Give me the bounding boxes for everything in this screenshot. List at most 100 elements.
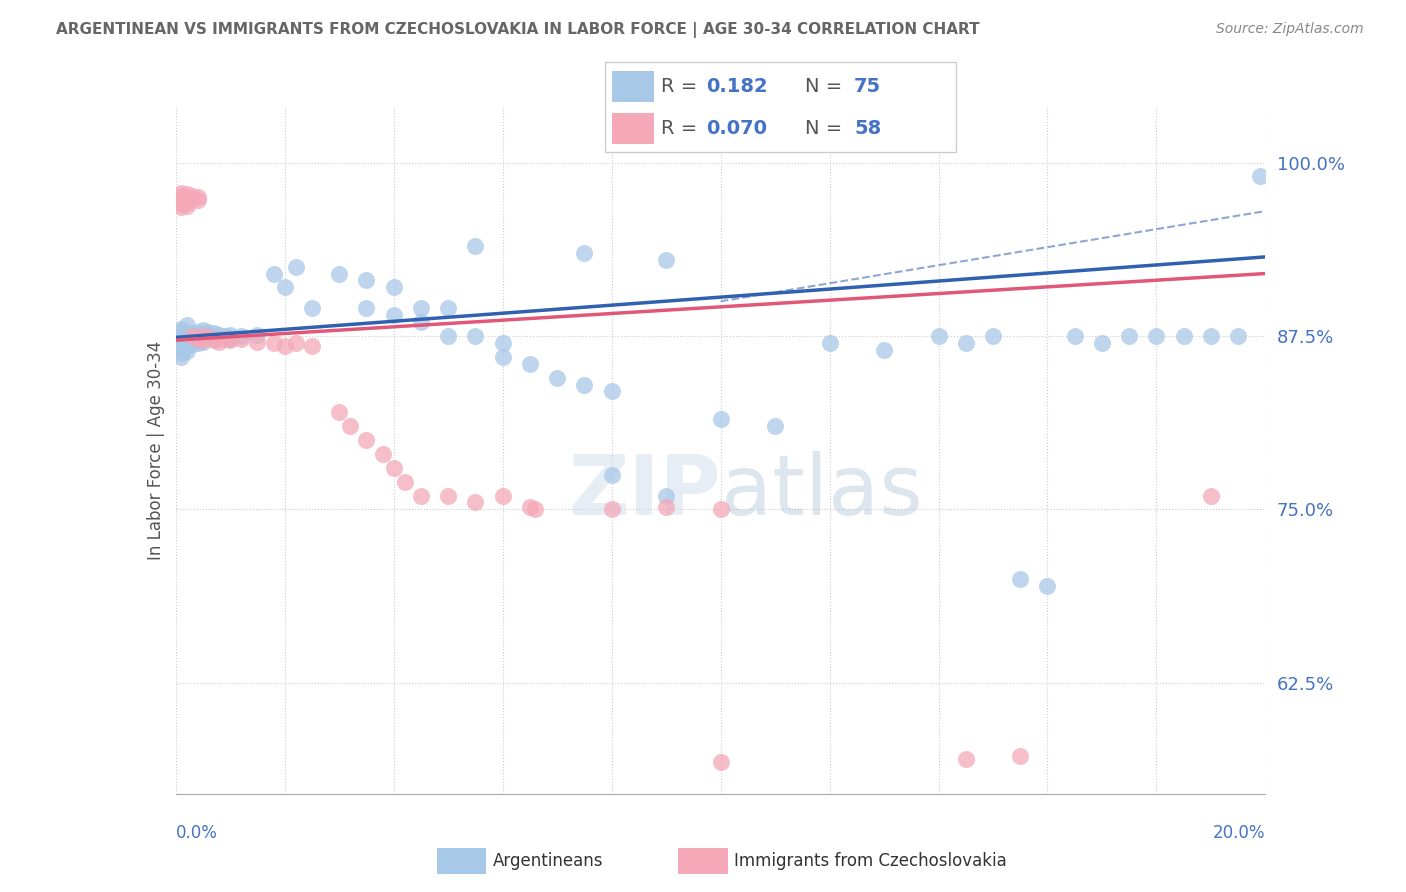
Point: [214, 329, 236, 343]
Point: [382, 308, 405, 322]
Point: [301, 301, 323, 316]
Text: Source: ZipAtlas.com: Source: ZipAtlas.com: [1216, 22, 1364, 37]
Point: [214, 332, 236, 346]
Point: [437, 329, 460, 343]
Point: [710, 502, 733, 516]
Point: [191, 333, 214, 347]
Point: [519, 500, 541, 514]
Point: [1063, 329, 1085, 343]
Point: [170, 194, 193, 209]
Point: [928, 329, 950, 343]
Point: [328, 267, 350, 281]
Point: [655, 500, 678, 514]
Point: [763, 419, 786, 434]
Point: [202, 333, 225, 347]
Point: [170, 322, 193, 336]
Point: [176, 330, 198, 344]
Point: [818, 335, 841, 350]
Point: [574, 377, 596, 392]
Point: [328, 405, 350, 419]
Point: [202, 332, 225, 346]
Point: [492, 335, 515, 350]
Point: [1118, 329, 1140, 343]
Point: [710, 755, 733, 769]
FancyBboxPatch shape: [437, 848, 486, 873]
Point: [191, 334, 214, 349]
Point: [464, 495, 486, 509]
Point: [492, 350, 515, 364]
Text: R =: R =: [661, 119, 703, 138]
Point: [176, 198, 198, 212]
Point: [1173, 329, 1195, 343]
Point: [181, 192, 204, 206]
Text: N =: N =: [804, 77, 848, 96]
Point: [382, 460, 405, 475]
Point: [186, 325, 209, 339]
Point: [356, 433, 378, 447]
Point: [1227, 329, 1250, 343]
Text: 0.070: 0.070: [707, 119, 768, 138]
Point: [181, 337, 204, 351]
Point: [219, 327, 242, 342]
Text: 0.182: 0.182: [707, 77, 768, 96]
Point: [191, 323, 214, 337]
Text: R =: R =: [661, 77, 703, 96]
Point: [274, 280, 297, 294]
FancyBboxPatch shape: [612, 71, 654, 102]
Point: [356, 273, 378, 287]
Point: [955, 335, 977, 350]
Point: [170, 192, 193, 206]
Point: [170, 342, 193, 356]
Point: [176, 318, 198, 332]
Point: [176, 190, 198, 204]
Point: [186, 332, 209, 346]
Point: [600, 467, 623, 482]
Point: [231, 329, 253, 343]
Text: atlas: atlas: [721, 451, 922, 533]
Point: [873, 343, 896, 357]
Text: 20.0%: 20.0%: [1213, 824, 1265, 842]
Point: [524, 502, 547, 516]
Point: [231, 332, 253, 346]
Point: [382, 280, 405, 294]
Point: [955, 752, 977, 766]
Point: [356, 301, 378, 316]
Point: [176, 334, 198, 349]
Point: [1249, 169, 1271, 184]
Point: [186, 193, 209, 207]
Text: 0.0%: 0.0%: [176, 824, 218, 842]
Point: [170, 189, 193, 203]
Point: [409, 301, 432, 316]
Point: [1010, 572, 1032, 586]
Point: [170, 337, 193, 351]
Point: [181, 332, 204, 346]
Point: [464, 329, 486, 343]
Point: [176, 326, 198, 341]
Point: [1199, 329, 1222, 343]
Point: [246, 327, 269, 342]
Text: Immigrants from Czechoslovakia: Immigrants from Czechoslovakia: [734, 852, 1007, 870]
Point: [409, 315, 432, 329]
Point: [197, 325, 219, 339]
Text: N =: N =: [804, 119, 848, 138]
Point: [186, 330, 209, 344]
Point: [1091, 335, 1114, 350]
FancyBboxPatch shape: [605, 62, 956, 152]
Point: [263, 267, 285, 281]
Point: [176, 187, 198, 202]
Point: [208, 327, 231, 342]
Point: [170, 329, 193, 343]
Point: [1144, 329, 1167, 343]
Point: [1010, 749, 1032, 764]
Point: [263, 335, 285, 350]
Point: [981, 329, 1004, 343]
Point: [181, 189, 204, 203]
Point: [394, 475, 416, 489]
Point: [191, 329, 214, 343]
Point: [202, 326, 225, 341]
Point: [176, 344, 198, 359]
Point: [437, 489, 460, 503]
Point: [197, 330, 219, 344]
Point: [186, 190, 209, 204]
Point: [246, 334, 269, 349]
